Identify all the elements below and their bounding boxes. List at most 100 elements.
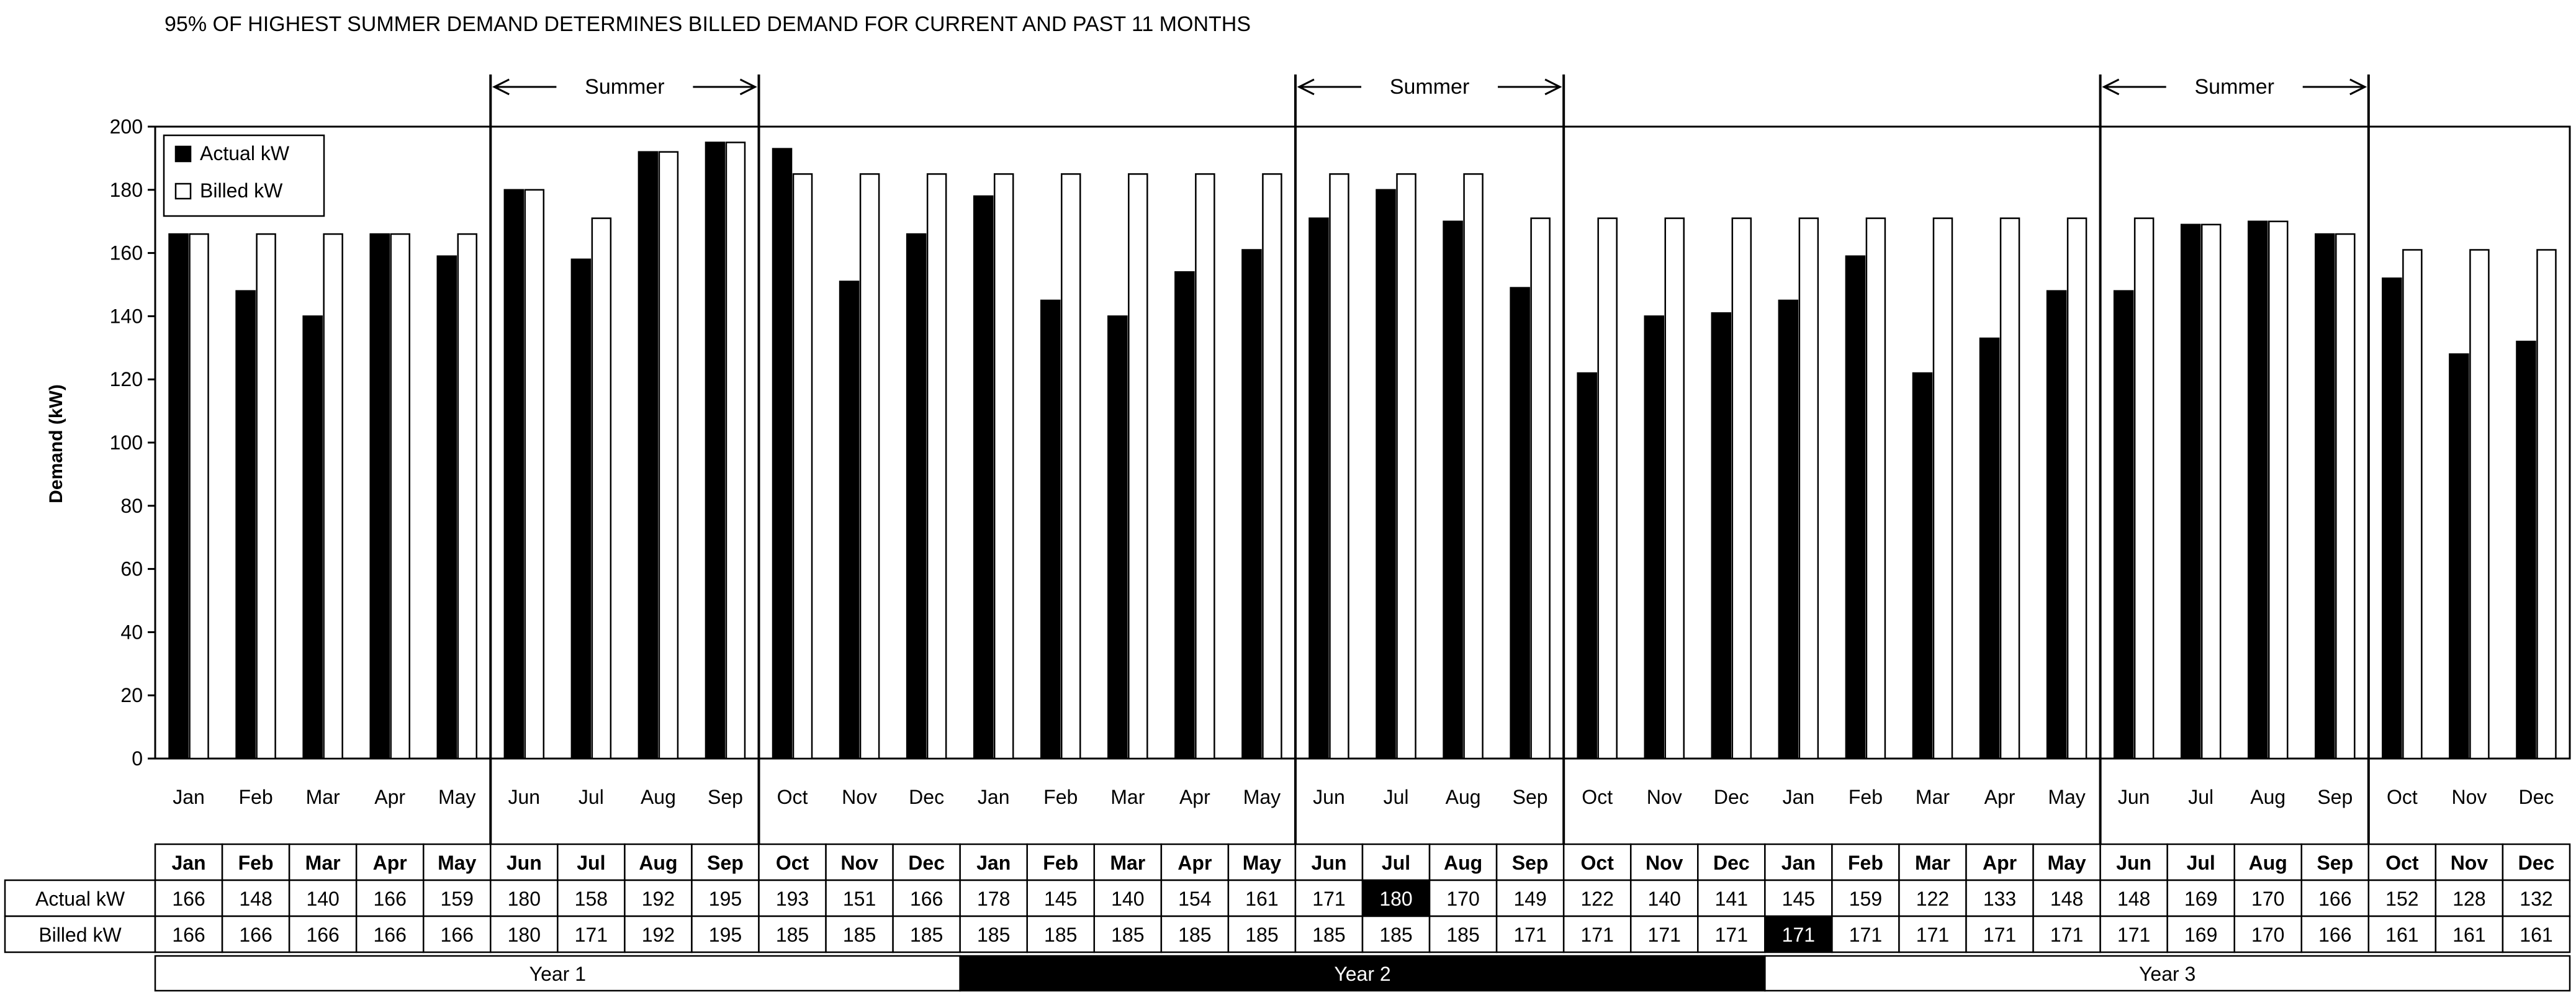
table-header-label: Sep bbox=[707, 852, 744, 874]
bar-billed-kw bbox=[1597, 217, 1618, 760]
year-label: Year 3 bbox=[2139, 963, 2195, 985]
bar-actual-kw bbox=[2315, 233, 2335, 760]
table-header-label: May bbox=[2047, 852, 2086, 874]
bar-actual-kw bbox=[1979, 337, 2000, 760]
bar-billed-kw bbox=[1195, 173, 1215, 760]
table-cell-value: 171 bbox=[575, 924, 608, 946]
y-tick-label: 0 bbox=[132, 747, 143, 770]
table-header-cell bbox=[1093, 843, 1163, 881]
year-band bbox=[1764, 955, 2571, 992]
bar-billed-kw bbox=[323, 233, 343, 760]
chart-title: 95% OF HIGHEST SUMMER DEMAND DETERMINES … bbox=[164, 12, 1251, 36]
x-tick-label: Jan bbox=[978, 786, 1010, 808]
bar-billed-kw bbox=[2469, 249, 2490, 760]
table-cell bbox=[490, 879, 559, 917]
y-tick-label: 180 bbox=[110, 179, 143, 201]
y-tick-label: 80 bbox=[120, 495, 143, 517]
table-header-label: Nov bbox=[2451, 852, 2488, 874]
bar-actual-kw bbox=[1308, 217, 1329, 760]
bar-actual-kw bbox=[2382, 277, 2402, 760]
x-tick-label: Jul bbox=[2188, 786, 2213, 808]
bar-actual-kw bbox=[1711, 312, 1732, 760]
x-tick-label: Feb bbox=[1849, 786, 1883, 808]
table-cell-value: 185 bbox=[1312, 924, 1345, 946]
table-cell bbox=[288, 879, 358, 917]
table-header-label: Oct bbox=[2385, 852, 2419, 874]
bar-actual-kw bbox=[1912, 372, 1933, 760]
table-header-cell bbox=[691, 843, 760, 881]
bar-billed-kw bbox=[2066, 217, 2087, 760]
table-cell bbox=[758, 915, 827, 953]
bar-billed-kw bbox=[993, 173, 1014, 760]
table-cell-value: 170 bbox=[2251, 888, 2284, 910]
table-cell-value: 141 bbox=[1715, 888, 1748, 910]
table-cell bbox=[1831, 915, 1900, 953]
table-cell-value: 159 bbox=[441, 888, 474, 910]
table-cell-value: 145 bbox=[1782, 888, 1815, 910]
y-tick-label: 40 bbox=[120, 621, 143, 643]
table-header-label: Jan bbox=[171, 852, 205, 874]
bar-actual-kw bbox=[637, 151, 659, 760]
table-cell bbox=[1965, 915, 2034, 953]
arrow-head-right-icon bbox=[2349, 78, 2367, 96]
table-cell bbox=[1227, 915, 1297, 953]
bar-actual-kw bbox=[1376, 189, 1396, 760]
table-cell bbox=[1361, 915, 1431, 953]
bar-actual-kw bbox=[2449, 353, 2469, 760]
arrow-head-left-icon bbox=[1297, 78, 1315, 96]
bar-actual-kw bbox=[369, 233, 390, 760]
bar-billed-kw bbox=[2536, 249, 2557, 760]
table-cell bbox=[1227, 879, 1297, 917]
table-header-label: Nov bbox=[1646, 852, 1683, 874]
arrow-head-left-icon bbox=[2102, 78, 2120, 96]
table-header-cell bbox=[825, 843, 894, 881]
table-cell-value: 132 bbox=[2520, 888, 2552, 910]
bar-actual-kw bbox=[1778, 299, 1799, 760]
bar-billed-kw bbox=[1865, 217, 1886, 760]
x-tick-label: Mar bbox=[1916, 786, 1950, 808]
x-tick-label: May bbox=[438, 786, 475, 808]
bar-billed-kw bbox=[926, 173, 947, 760]
table-cell bbox=[557, 915, 626, 953]
table-row-label-cell bbox=[4, 879, 156, 917]
bar-actual-kw bbox=[503, 189, 525, 760]
table-cell-value: 140 bbox=[1111, 888, 1144, 910]
bar-actual-kw bbox=[2046, 290, 2067, 760]
table-header-label: Aug bbox=[639, 852, 677, 874]
table-header-label: Apr bbox=[1178, 852, 1212, 874]
table-header-label: May bbox=[438, 852, 476, 874]
table-cell-value: 166 bbox=[172, 888, 205, 910]
table-cell-value: 154 bbox=[1178, 888, 1211, 910]
table-cell bbox=[1965, 879, 2034, 917]
table-cell-value: 166 bbox=[2318, 924, 2351, 946]
bar-actual-kw bbox=[1107, 315, 1128, 760]
table-header-label: Feb bbox=[238, 852, 274, 874]
y-tick-label: 140 bbox=[110, 305, 143, 327]
x-tick-label: Jan bbox=[173, 786, 205, 808]
table-cell-value: 151 bbox=[843, 888, 876, 910]
table-header-label: Jul bbox=[577, 852, 605, 874]
table-cell bbox=[2502, 879, 2571, 917]
table-cell bbox=[1160, 915, 1230, 953]
table-cell-value: 170 bbox=[1446, 888, 1479, 910]
bar-billed-kw bbox=[792, 173, 813, 760]
table-cell bbox=[1026, 915, 1096, 953]
bar-actual-kw bbox=[1174, 271, 1195, 760]
table-cell-value: 171 bbox=[1715, 924, 1748, 946]
bar-actual-kw bbox=[1845, 255, 1866, 760]
summer-label: Summer bbox=[1390, 75, 1469, 99]
table-cell bbox=[1495, 915, 1565, 953]
table-cell bbox=[1764, 915, 1833, 953]
x-tick-label: Oct bbox=[2387, 786, 2418, 808]
bar-actual-kw bbox=[570, 258, 592, 760]
table-cell-value: 158 bbox=[575, 888, 608, 910]
bar-actual-kw bbox=[235, 290, 256, 760]
table-header-cell bbox=[557, 843, 626, 881]
x-tick-label: Jul bbox=[579, 786, 604, 808]
table-header-cell bbox=[2502, 843, 2571, 881]
year-label: Year 2 bbox=[1334, 963, 1390, 985]
bar-billed-kw bbox=[2268, 220, 2289, 760]
table-cell bbox=[2367, 879, 2437, 917]
table-cell-value: 145 bbox=[1044, 888, 1077, 910]
